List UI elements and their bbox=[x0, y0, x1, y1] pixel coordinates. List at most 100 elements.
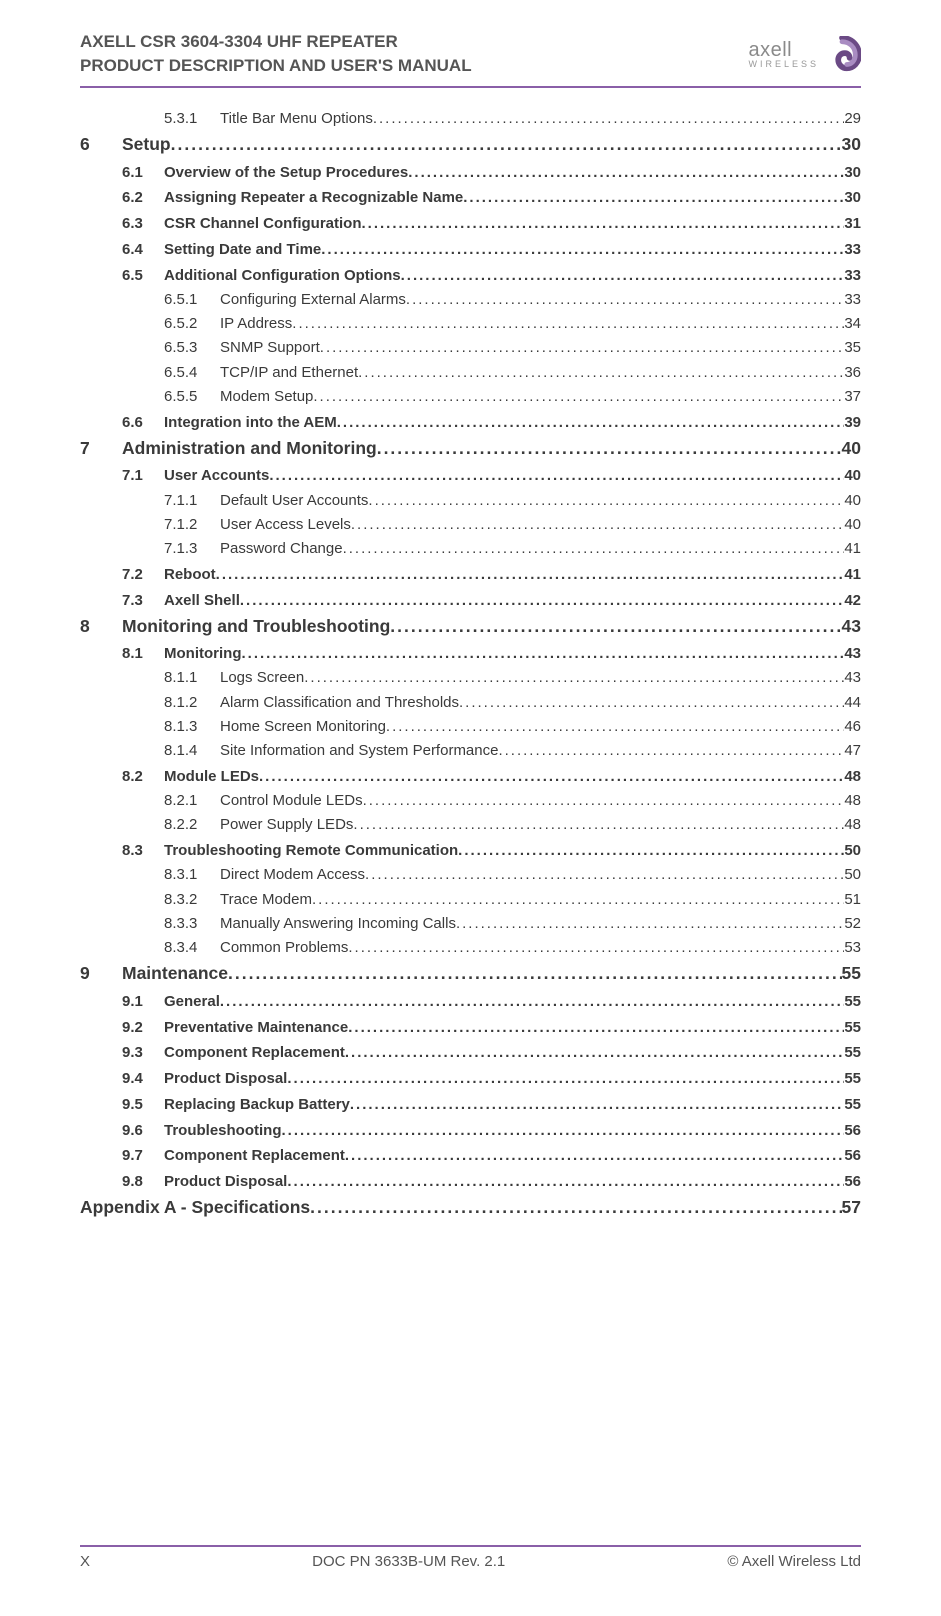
toc-leader-dots bbox=[171, 132, 842, 157]
toc-entry-number: 6.5.4 bbox=[164, 362, 220, 384]
toc-entry-title: IP Address bbox=[220, 313, 292, 335]
toc-entry-title: Assigning Repeater a Recognizable Name bbox=[164, 187, 463, 209]
toc-entry: 6.2Assigning Repeater a Recognizable Nam… bbox=[122, 187, 861, 209]
toc-leader-dots bbox=[459, 692, 844, 714]
toc-entry-title: Password Change bbox=[220, 538, 343, 560]
toc-entry-number: 8.3.4 bbox=[164, 937, 220, 959]
toc-entry-title: Maintenance bbox=[122, 961, 228, 986]
toc-entry-page: 48 bbox=[844, 814, 861, 836]
toc-entry-title: Integration into the AEM bbox=[164, 412, 337, 434]
toc-leader-dots bbox=[321, 239, 844, 261]
toc-entry-title: Troubleshooting Remote Communication bbox=[164, 840, 458, 862]
toc-entry-number: 8.1.4 bbox=[164, 740, 220, 762]
toc-entry: 6Setup30 bbox=[80, 132, 861, 157]
toc-entry: 8.1.2Alarm Classification and Thresholds… bbox=[164, 692, 861, 714]
toc-entry: 8.2.1Control Module LEDs48 bbox=[164, 790, 861, 812]
toc-entry: 6.5.2IP Address34 bbox=[164, 313, 861, 335]
toc-entry: 6.5Additional Configuration Options33 bbox=[122, 265, 861, 287]
toc-entry: 7.3Axell Shell42 bbox=[122, 590, 861, 612]
toc-entry-page: 30 bbox=[844, 187, 861, 209]
toc-entry-number: 7.1.2 bbox=[164, 514, 220, 536]
toc-entry-page: 50 bbox=[844, 864, 861, 886]
toc-entry: 9.6Troubleshooting56 bbox=[122, 1120, 861, 1142]
logo-swirl-icon bbox=[823, 36, 861, 74]
toc-entry-page: 55 bbox=[844, 1042, 861, 1064]
toc-leader-dots bbox=[345, 1145, 844, 1167]
toc-leader-dots bbox=[337, 412, 845, 434]
toc-entry-page: 35 bbox=[844, 337, 861, 359]
toc-entry: 6.4Setting Date and Time33 bbox=[122, 239, 861, 261]
toc-entry-title: Trace Modem bbox=[220, 889, 312, 911]
toc-entry: 8Monitoring and Troubleshooting 43 bbox=[80, 614, 861, 639]
toc-entry-page: 55 bbox=[844, 1094, 861, 1116]
toc-entry-page: 39 bbox=[844, 412, 861, 434]
toc-entry-page: 37 bbox=[844, 386, 861, 408]
logo-text-bottom: WIRELESS bbox=[748, 60, 819, 69]
toc-entry: 9.7Component Replacement56 bbox=[122, 1145, 861, 1167]
toc-entry-page: 57 bbox=[842, 1195, 861, 1220]
toc-entry-title: Appendix A - Specifications bbox=[80, 1195, 310, 1220]
header-line-1: AXELL CSR 3604-3304 UHF REPEATER bbox=[80, 30, 472, 54]
toc-entry-page: 33 bbox=[844, 239, 861, 261]
toc-entry-number: 9.8 bbox=[122, 1171, 164, 1193]
toc-entry: 8.3.1Direct Modem Access50 bbox=[164, 864, 861, 886]
toc-entry: 7.1.1Default User Accounts40 bbox=[164, 490, 861, 512]
toc-entry: 8.1Monitoring43 bbox=[122, 643, 861, 665]
toc-entry: 7Administration and Monitoring40 bbox=[80, 436, 861, 461]
toc-entry: 6.5.3SNMP Support 35 bbox=[164, 337, 861, 359]
toc-entry-number: 9.7 bbox=[122, 1145, 164, 1167]
logo-text: axell WIRELESS bbox=[748, 41, 819, 69]
toc-leader-dots bbox=[310, 1195, 841, 1220]
footer-left: X bbox=[80, 1553, 90, 1570]
toc-entry: 8.3.3Manually Answering Incoming Calls52 bbox=[164, 913, 861, 935]
toc-entry-title: Modem Setup bbox=[220, 386, 313, 408]
toc-leader-dots bbox=[292, 313, 844, 335]
toc-entry-title: Site Information and System Performance bbox=[220, 740, 498, 762]
toc-entry-title: Reboot bbox=[164, 564, 216, 586]
toc-entry-number: 8 bbox=[80, 614, 122, 639]
toc-entry-title: General bbox=[164, 991, 220, 1013]
toc-entry-page: 56 bbox=[844, 1120, 861, 1142]
toc-leader-dots bbox=[408, 162, 844, 184]
toc-entry-title: Control Module LEDs bbox=[220, 790, 363, 812]
toc-entry-page: 43 bbox=[842, 614, 861, 639]
toc-entry-title: Title Bar Menu Options bbox=[220, 108, 373, 130]
toc-leader-dots bbox=[351, 514, 844, 536]
toc-entry-number: 6.5 bbox=[122, 265, 164, 287]
toc-entry: Appendix A - Specifications 57 bbox=[80, 1195, 861, 1220]
toc-entry-number: 8.1.1 bbox=[164, 667, 220, 689]
toc-entry: 6.3CSR Channel Configuration31 bbox=[122, 213, 861, 235]
toc-entry-page: 40 bbox=[844, 514, 861, 536]
toc-leader-dots bbox=[368, 490, 844, 512]
toc-entry-title: Monitoring and Troubleshooting bbox=[122, 614, 390, 639]
toc-entry-page: 46 bbox=[844, 716, 861, 738]
toc-entry-number: 8.1 bbox=[122, 643, 164, 665]
toc-entry: 8.3.2Trace Modem51 bbox=[164, 889, 861, 911]
footer-right: © Axell Wireless Ltd bbox=[727, 1553, 861, 1570]
toc-entry-page: 30 bbox=[844, 162, 861, 184]
toc-leader-dots bbox=[304, 667, 844, 689]
toc-leader-dots bbox=[269, 465, 844, 487]
toc-entry-title: Configuring External Alarms bbox=[220, 289, 406, 311]
toc-entry-title: SNMP Support bbox=[220, 337, 320, 359]
toc-entry-page: 53 bbox=[844, 937, 861, 959]
toc-entry: 8.2Module LEDs48 bbox=[122, 766, 861, 788]
toc-entry: 6.5.4TCP/IP and Ethernet36 bbox=[164, 362, 861, 384]
toc-entry-number: 8.1.3 bbox=[164, 716, 220, 738]
toc-entry-page: 43 bbox=[844, 643, 861, 665]
toc-entry-number: 8.3.3 bbox=[164, 913, 220, 935]
toc-entry-number: 9.4 bbox=[122, 1068, 164, 1090]
toc-leader-dots bbox=[498, 740, 844, 762]
toc-entry: 7.1.3Password Change41 bbox=[164, 538, 861, 560]
toc-entry-number: 9.5 bbox=[122, 1094, 164, 1116]
toc-entry-title: Common Problems bbox=[220, 937, 348, 959]
toc-entry-number: 6.5.3 bbox=[164, 337, 220, 359]
toc-entry: 7.1.2User Access Levels40 bbox=[164, 514, 861, 536]
toc-entry-title: Overview of the Setup Procedures bbox=[164, 162, 408, 184]
toc-entry-title: Component Replacement bbox=[164, 1042, 345, 1064]
toc-leader-dots bbox=[282, 1120, 845, 1142]
toc-leader-dots bbox=[373, 108, 844, 130]
toc-entry-title: Logs Screen bbox=[220, 667, 304, 689]
toc-entry-page: 36 bbox=[844, 362, 861, 384]
toc-entry-title: Product Disposal bbox=[164, 1068, 287, 1090]
